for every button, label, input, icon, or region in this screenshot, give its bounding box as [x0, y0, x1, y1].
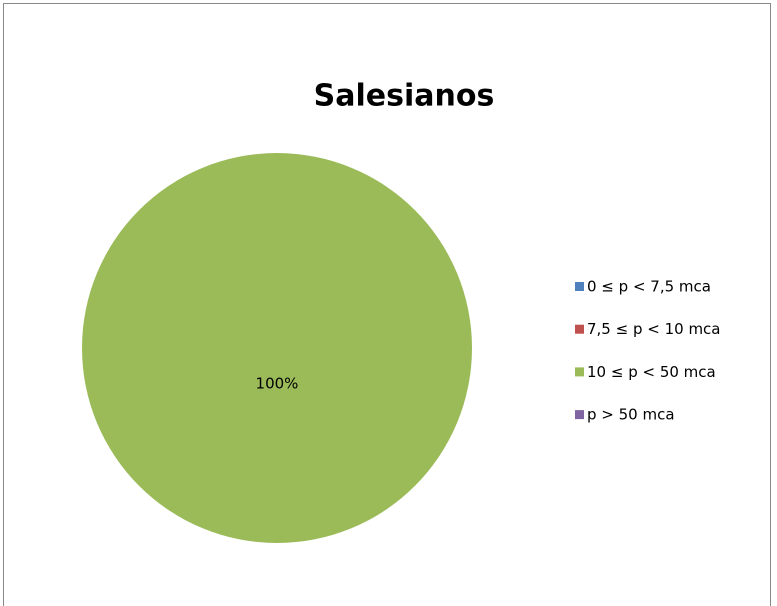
- legend-label: 7,5 ≤ p < 10 mca: [587, 320, 721, 338]
- legend-swatch: [575, 282, 584, 291]
- legend-swatch: [575, 324, 584, 334]
- legend-label: 10 ≤ p < 50 mca: [587, 363, 716, 381]
- legend-swatch: [575, 410, 584, 420]
- data-label: 100%: [256, 375, 299, 393]
- legend-swatch: [575, 367, 584, 377]
- chart-title: Salesianos: [314, 79, 495, 114]
- pie-slice: [82, 153, 472, 543]
- legend-label: p > 50 mca: [587, 406, 675, 424]
- legend-label: 0 ≤ p < 7,5 mca: [587, 278, 711, 296]
